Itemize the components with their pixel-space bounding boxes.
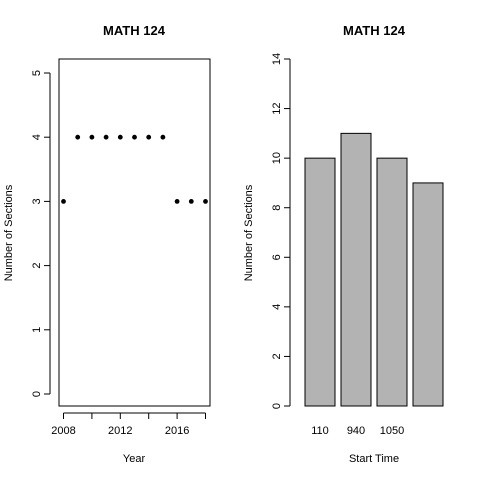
- bar: [340, 132, 372, 407]
- bar-y-tick-label: 2: [271, 353, 283, 359]
- scatter-y-axis: 0 1 2 3 4 5: [31, 70, 51, 397]
- bar-category-label: 940: [347, 425, 365, 437]
- bar-x-axis-label: Start Time: [349, 453, 399, 465]
- bar-y-tick-label: 0: [271, 403, 283, 409]
- scatter-point: [146, 134, 152, 140]
- scatter-x-tick-label: 2016: [165, 425, 189, 437]
- scatter-y-tick-label: 2: [31, 263, 43, 269]
- scatter-y-tick-label: 4: [31, 134, 43, 140]
- bar-y-tick-label: 6: [271, 254, 283, 260]
- scatter-y-tick-label: 0: [31, 391, 43, 397]
- scatter-y-axis-label: Number of Sections: [3, 184, 15, 281]
- scatter-x-tick-label: 2008: [51, 425, 75, 437]
- scatter-x-axis: 2008 2012 2016: [51, 412, 206, 437]
- scatter-point: [89, 134, 95, 140]
- scatter-y-tick-label: 5: [31, 70, 43, 76]
- scatter-points: [61, 134, 208, 204]
- scatter-point: [174, 199, 180, 204]
- bar-x-axis: 110 940 1050: [311, 425, 404, 437]
- bar-panel: MATH 124 0 2 4 6 8 10 12 14 110 940 1050 Start Ti…: [243, 23, 444, 465]
- scatter-point: [132, 134, 137, 140]
- scatter-point: [61, 199, 66, 204]
- scatter-point: [203, 199, 208, 204]
- bar-y-tick-label: 14: [271, 53, 283, 65]
- bar-category-label: 1050: [380, 425, 404, 437]
- bar-y-axis: 0 2 4 6 8 10 12 14: [271, 53, 291, 409]
- bar: [304, 157, 336, 407]
- scatter-point: [160, 134, 166, 140]
- bar-category-label: 110: [311, 425, 329, 437]
- bar-y-tick-label: 10: [271, 152, 283, 164]
- scatter-x-axis-label: Year: [123, 453, 146, 465]
- scatter-title: MATH 124: [103, 23, 166, 38]
- scatter-plot-frame: [58, 58, 211, 407]
- bar-series: [304, 132, 444, 407]
- bar-y-tick-label: 8: [271, 205, 283, 211]
- bar-y-axis-label: Number of Sections: [243, 184, 255, 281]
- scatter-y-tick-label: 1: [31, 327, 43, 333]
- scatter-point: [75, 134, 81, 140]
- scatter-point: [117, 134, 123, 140]
- scatter-y-tick-label: 3: [31, 198, 43, 204]
- bar-y-tick-label: 4: [271, 304, 283, 310]
- scatter-x-tick-label: 2012: [108, 425, 132, 437]
- scatter-point: [188, 199, 194, 204]
- scatter-point: [103, 134, 109, 140]
- bar: [412, 182, 444, 407]
- bar-y-tick-label: 12: [271, 102, 283, 114]
- scatter-panel: MATH 124 0 1 2 3 4 5 2008 2012 2016 Year Number…: [3, 23, 211, 465]
- bar-title: MATH 124: [343, 23, 406, 38]
- bar: [376, 157, 408, 407]
